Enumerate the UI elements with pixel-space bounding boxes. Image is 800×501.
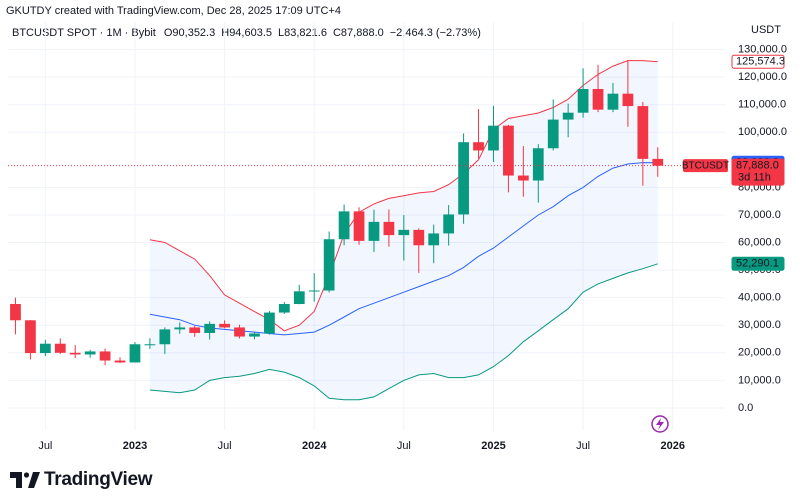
brand-logo [10,472,40,488]
ohlc-value: 83,821.6 [284,27,327,39]
candle-body [278,304,290,313]
candle-body [443,214,455,234]
candle-body [473,142,484,151]
candle-body [189,327,201,333]
candle-body [159,329,171,345]
symbol-tag-text: BTCUSDT [682,160,729,171]
candle-body [129,344,141,363]
candle-body [368,221,380,241]
y-tick-label: 0.0 [738,402,753,414]
brand: TradingView [44,469,153,490]
candle-body [607,93,619,110]
price-tag-text: 87,888.0 [736,160,779,172]
candle-body [622,93,634,107]
candle-body [353,211,365,241]
candle-body [517,175,529,181]
y-tick-label: 40,000.0 [738,292,781,304]
band-line [149,60,658,332]
candle-body [652,158,664,166]
price-tag [731,54,785,69]
price-tag-text: 52,290.1 [736,258,779,270]
ohlc-key: H [221,27,229,39]
candle-body [144,344,156,346]
ohlc-value: 87,888.0 [341,27,384,39]
ohlc-key: C [333,27,341,39]
ohlc-key: O [164,27,173,39]
candle-body [249,333,260,337]
y-tick-label: 70,000.0 [738,209,781,221]
candle-body [323,239,335,291]
y-tick-label: 20,000.0 [738,347,781,359]
candle-body [503,125,514,176]
candle-body [25,320,36,354]
candle-body [54,343,66,353]
y-tick-label: 120,000.0 [738,71,787,83]
ohlc-value: 94,603.5 [229,27,272,39]
candle-body [39,343,51,354]
credit: GKUTDY created with TradingView.com, Dec… [6,5,341,17]
candle-body [10,304,21,321]
candle-body [383,221,395,236]
candle-body [114,360,126,363]
y-tick-label: 30,000.0 [738,319,781,331]
candle-body [293,291,305,305]
price-tag-text: 125,574.3 [736,56,785,68]
candle-body [338,211,350,240]
symbol-tag [683,159,728,173]
x-tick-label: 2023 [123,440,147,452]
candle-body [592,88,604,110]
price-tag [731,256,785,271]
symbol: BTCUSDT SPOT · 1M · Bybit [12,27,156,39]
x-tick-label: Jul [576,440,590,452]
candle-body [428,233,440,246]
y-tick-label: 60,000.0 [738,236,781,248]
candle-body [308,290,320,292]
x-tick-label: 2026 [660,440,684,452]
y-tick-label: 10,000.0 [738,374,781,386]
x-tick-label: Jul [38,440,52,452]
candle-body [84,351,96,355]
y-tick-label: 110,000.0 [738,99,786,111]
y-tick-label: 130,000.0 [738,43,787,55]
candle-body [398,229,410,236]
y-axis-unit: USDT [751,24,781,36]
candle-body [547,119,559,149]
x-tick-label: Jul [397,440,411,452]
candle-body [174,327,186,330]
candle-body [562,112,574,120]
candle-body [488,125,499,151]
alert-icon[interactable] [651,415,669,433]
ohlc-value: 90,352.3 [172,27,215,39]
candle-body [577,88,589,113]
candle-body [234,327,245,337]
candle-body [637,106,649,159]
candle-body [458,142,469,215]
ohlc-key: L [278,27,284,39]
countdown: 3d 11h [738,172,771,184]
grid [8,22,725,430]
candle-body [413,229,425,246]
candle-body [264,312,275,334]
x-tick-label: Jul [218,440,232,452]
x-tick-label: 2024 [302,440,327,452]
candle-body [219,323,230,328]
ohlc-change: −2,464.3 (−2.73%) [390,27,481,39]
x-tick-label: 2025 [481,440,505,452]
band-line [149,263,658,401]
candle-body [532,148,544,181]
candle-body [99,351,111,361]
y-tick-label: 100,000.0 [738,126,787,138]
price-tag [731,158,785,186]
candle-body [204,323,216,333]
candle-body [69,352,81,355]
